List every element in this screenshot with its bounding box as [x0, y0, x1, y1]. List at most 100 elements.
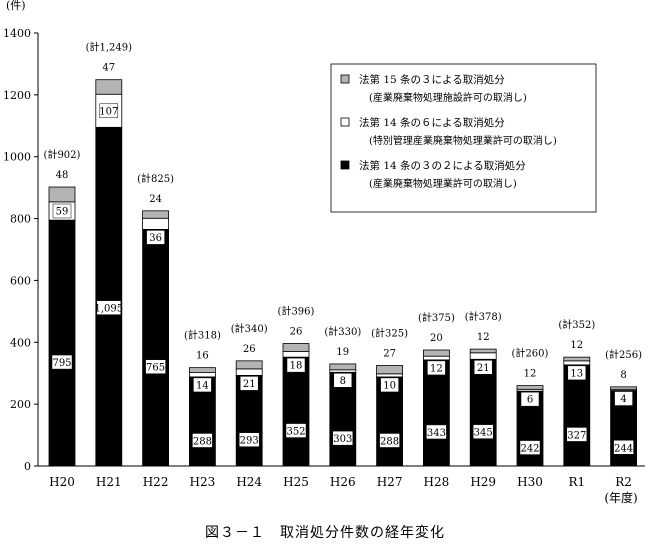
value-label-box — [519, 440, 541, 455]
value-label-box — [145, 359, 166, 374]
legend-sublabel: (特別管理産業廃棄物処理業許可の取消し) — [369, 134, 557, 147]
legend: 法第 15 条の３による取消処分 (産業廃棄物処理施設許可の取消し) 法第 14 条… — [330, 63, 597, 213]
value-label: 8 — [340, 376, 346, 387]
value-label-box — [427, 360, 446, 376]
bar-segment — [422, 349, 450, 357]
value-label-box — [473, 360, 493, 375]
value-label: 13 — [570, 368, 583, 379]
value-label: 8 — [620, 370, 626, 381]
value-label: 343 — [427, 428, 446, 439]
x-tick-label: H30 — [517, 475, 543, 489]
value-label-box — [566, 427, 588, 442]
value-label: 26 — [290, 327, 303, 338]
y-tick-label: 600 — [10, 274, 31, 287]
value-label: 293 — [240, 436, 259, 447]
y-tick-label: 1400 — [3, 27, 31, 40]
value-label: 21 — [477, 363, 490, 374]
bar-segment — [142, 217, 170, 230]
value-label: 12 — [524, 369, 537, 380]
value-label: 18 — [290, 361, 303, 372]
legend-swatch — [340, 160, 350, 170]
bar-segment — [563, 364, 591, 467]
value-label: 20 — [430, 333, 443, 344]
total-label: (計396) — [278, 305, 315, 318]
x-tick-label: R1 — [568, 475, 585, 489]
bar-segment — [95, 126, 123, 467]
y-tick-label: 0 — [24, 460, 31, 473]
total-label: (計1,249) — [86, 41, 133, 54]
value-label: 10 — [383, 380, 396, 391]
y-tick-label: 800 — [10, 213, 31, 226]
x-tick-label: H23 — [190, 475, 216, 489]
x-tick-label: H28 — [424, 475, 450, 489]
x-tick-label: H21 — [96, 475, 122, 489]
x-tick-label: H26 — [330, 475, 356, 489]
value-label: 107 — [99, 106, 118, 117]
value-label: 14 — [196, 380, 209, 391]
value-label: 59 — [56, 206, 69, 217]
value-label: 26 — [243, 344, 256, 355]
y-axis-unit: (件) — [6, 0, 26, 12]
total-label: (計256) — [605, 348, 642, 361]
x-tick-label: H22 — [143, 475, 169, 489]
y-ticks: 0 200 400 600 800 1000 1200 1400 — [3, 27, 38, 473]
legend-label: 法第 14 条の６による取消処分 — [359, 116, 505, 129]
value-label-box — [333, 373, 353, 388]
legend-swatch — [340, 117, 350, 127]
legend-label: 法第 15 条の３による取消処分 — [359, 73, 505, 86]
bar-segment — [188, 367, 216, 373]
value-label-box — [426, 424, 447, 440]
value-label-box — [286, 357, 306, 373]
bar-segment — [469, 348, 497, 354]
value-label-box — [380, 377, 399, 393]
value-label-box — [193, 377, 212, 393]
value-label-box — [99, 103, 119, 119]
value-label: 47 — [102, 63, 115, 74]
value-label-box — [192, 433, 213, 448]
value-label: 12 — [477, 332, 490, 343]
value-label: 242 — [520, 444, 539, 455]
value-label: 795 — [52, 358, 71, 369]
value-label-box — [472, 424, 494, 439]
bar-segment — [95, 79, 123, 95]
y-tick-label: 400 — [10, 336, 31, 349]
bar-segment — [48, 219, 76, 467]
value-label: 244 — [614, 443, 633, 454]
bar-segment — [329, 371, 357, 467]
x-tick-label: H29 — [470, 475, 496, 489]
value-label: 288 — [193, 436, 212, 447]
value-label-box — [567, 365, 587, 381]
value-label: 303 — [333, 434, 352, 445]
total-label: (計378) — [465, 310, 502, 323]
bar-segment — [469, 358, 497, 467]
value-label-box — [613, 440, 634, 455]
value-label: 21 — [243, 379, 256, 390]
value-label-box — [238, 432, 260, 447]
x-tick-label: R2 — [615, 475, 632, 489]
figure-caption: 図３－１ 取消処分件数の経年変化 — [205, 525, 445, 541]
bar-segment — [142, 228, 170, 467]
value-label: 12 — [570, 340, 583, 351]
bar-segment — [469, 352, 497, 360]
value-label: 345 — [474, 428, 493, 439]
bar-segment — [235, 368, 263, 376]
bar-segment — [422, 359, 450, 467]
bar-segment — [48, 186, 76, 203]
bar-segment — [235, 360, 263, 370]
value-label-box — [146, 230, 165, 245]
total-label: (計325) — [371, 326, 408, 339]
bar-segment — [142, 210, 170, 219]
x-axis-unit: (年度) — [604, 490, 637, 505]
y-tick-label: 200 — [10, 398, 31, 411]
bar-segment — [282, 356, 310, 467]
value-label: 16 — [196, 351, 209, 362]
value-label-box — [379, 433, 400, 448]
value-label-box — [239, 376, 259, 391]
legend-box — [330, 63, 597, 213]
bar-segment — [376, 365, 404, 375]
bars: 7955948(計902)H201,09510747(計1,249)H21765… — [44, 41, 643, 489]
value-label: 6 — [527, 395, 533, 406]
y-tick-label: 1200 — [3, 89, 31, 102]
legend-sublabel: (産業廃棄物処理業許可の取消し) — [369, 177, 517, 190]
x-tick-label: H25 — [283, 475, 309, 489]
